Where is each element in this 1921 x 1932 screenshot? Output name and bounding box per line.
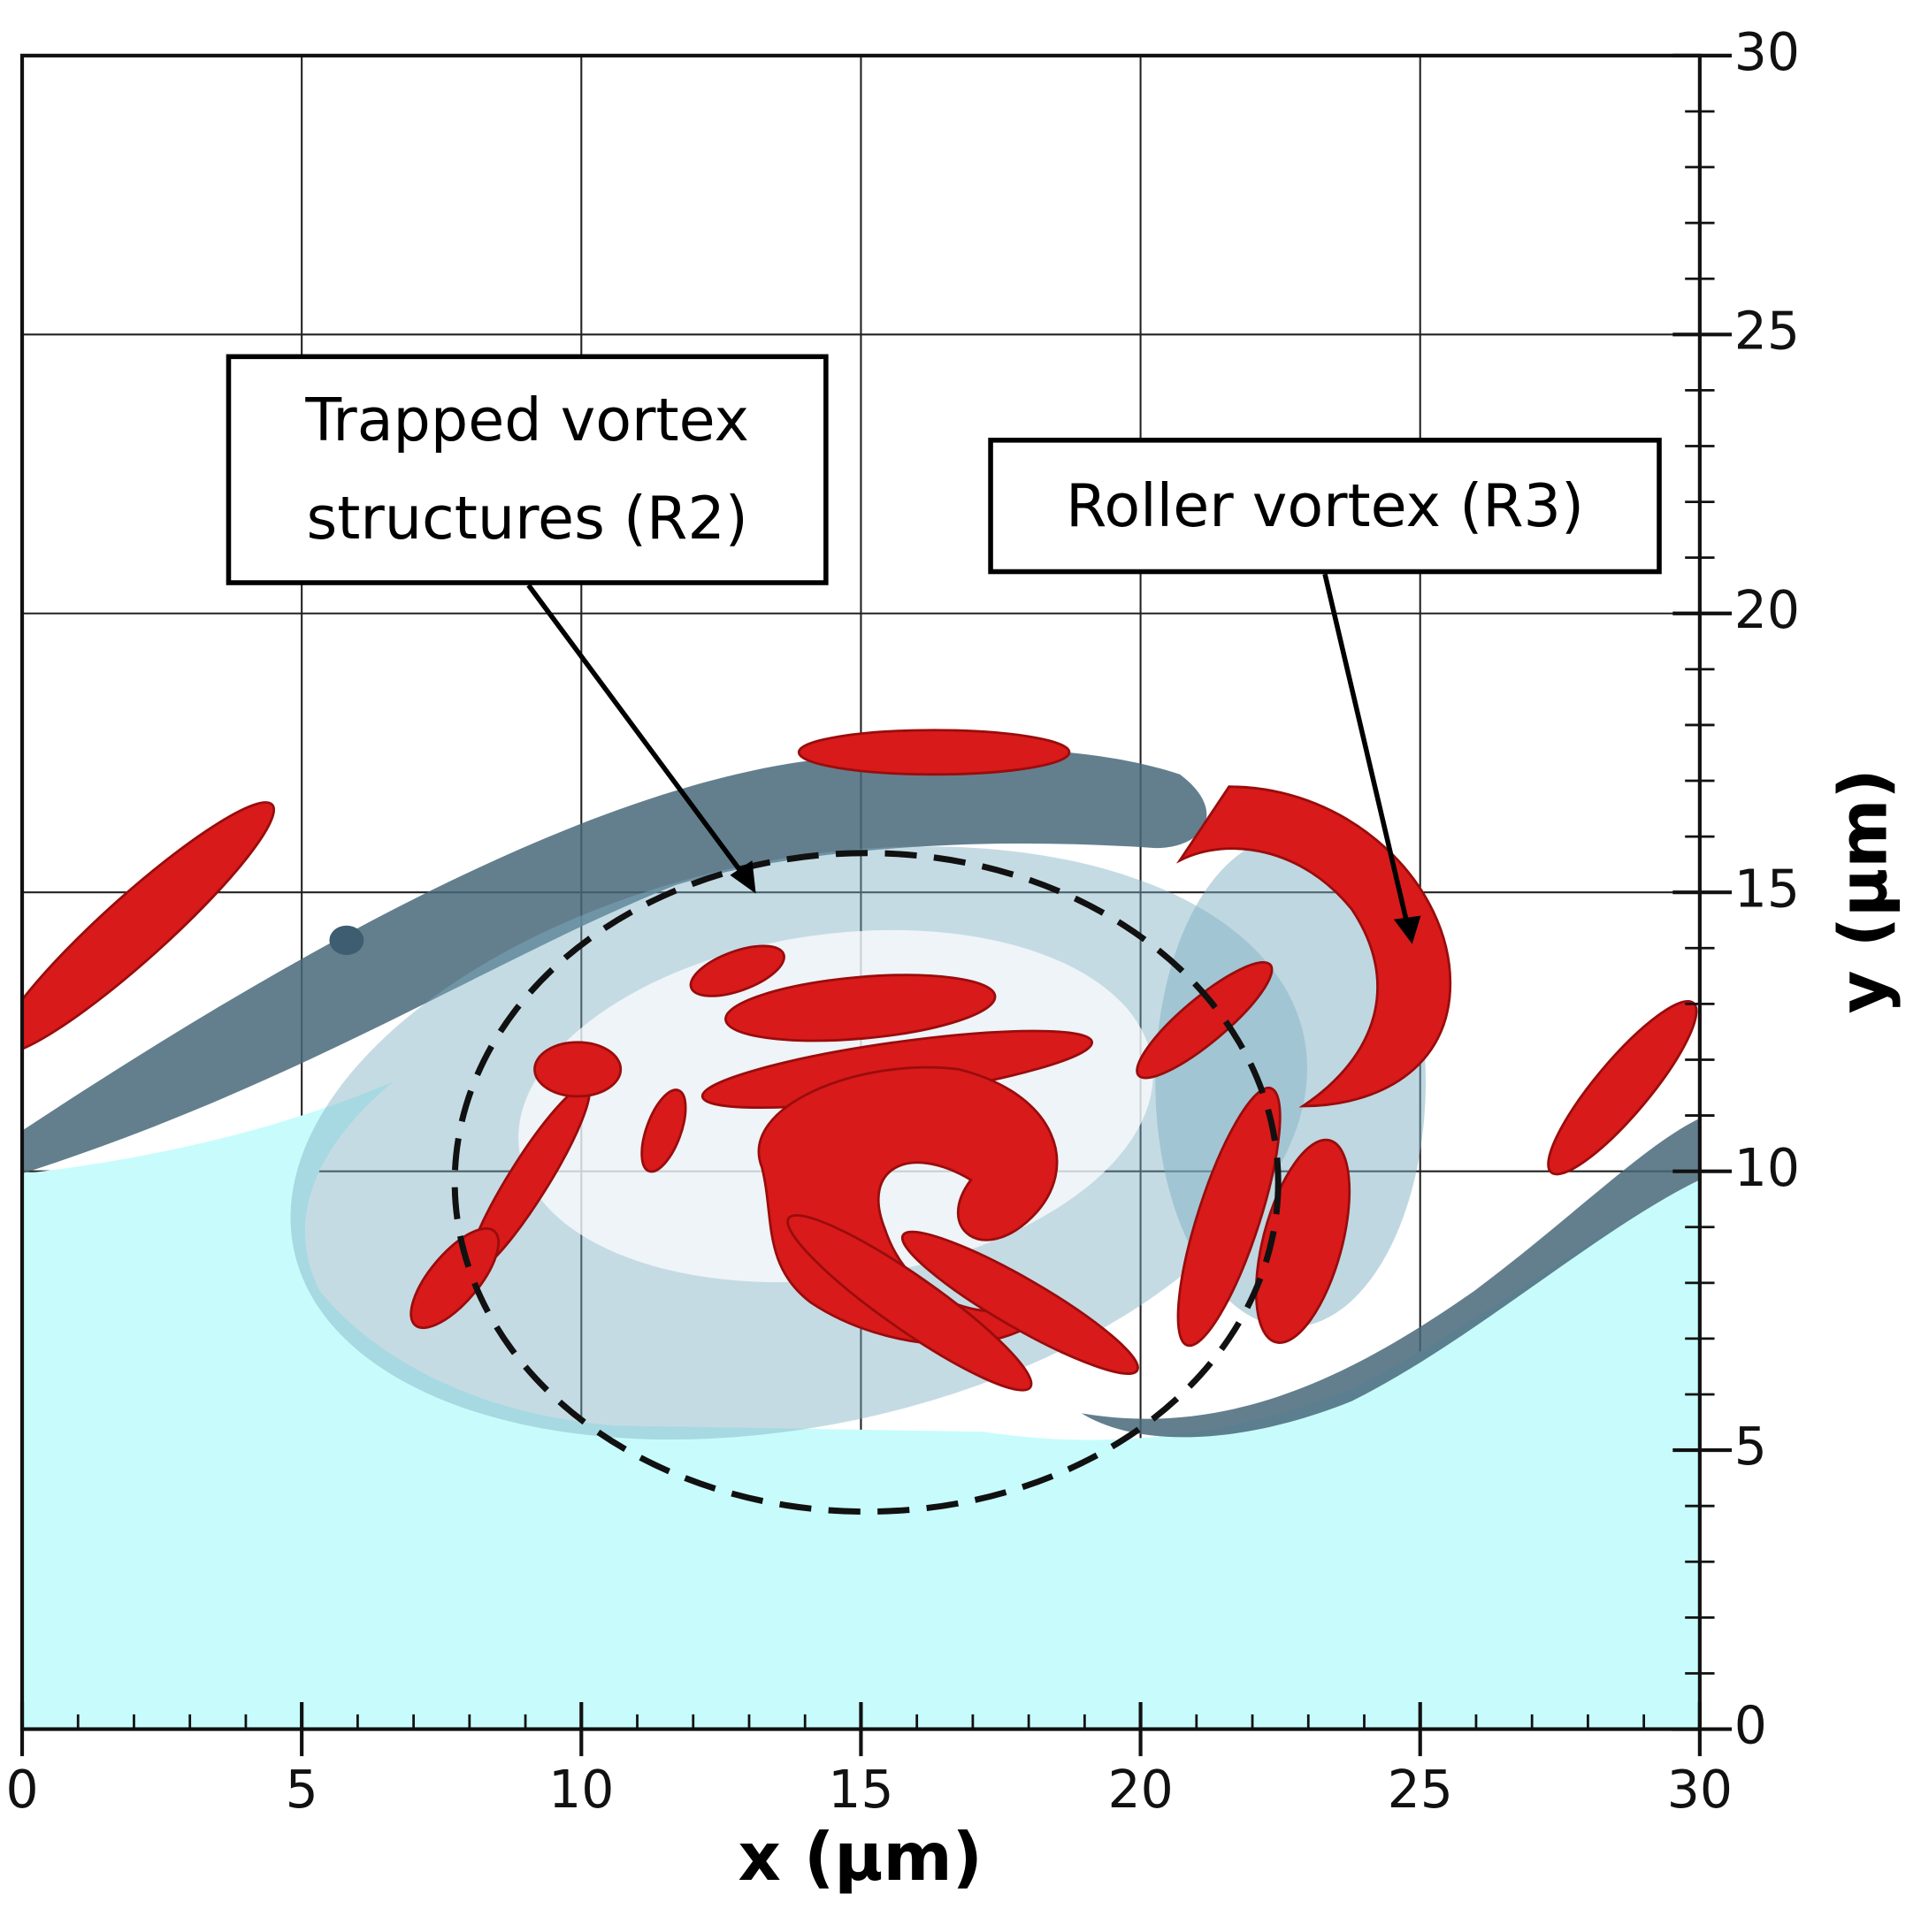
x-tick-label: 30 xyxy=(1667,1760,1733,1820)
y-tick-label: 0 xyxy=(1734,1696,1767,1756)
arrow-head xyxy=(730,860,756,894)
roller-vortex xyxy=(1175,785,1452,1108)
y-axis-label: y (μm) xyxy=(1825,768,1902,1013)
x-tick-label: 0 xyxy=(5,1760,38,1820)
y-tick-label: 15 xyxy=(1734,859,1800,919)
y-tick-label: 5 xyxy=(1734,1417,1767,1477)
blob xyxy=(409,1227,501,1330)
upper-band xyxy=(22,748,1207,1174)
annotation-line: structures (R2) xyxy=(306,484,747,553)
annotation-arrow xyxy=(526,584,750,882)
fluid-region xyxy=(22,1081,1700,1730)
x-tick-label: 20 xyxy=(1107,1760,1173,1820)
y-tick-label: 25 xyxy=(1734,301,1800,361)
blob xyxy=(786,1214,1033,1392)
blob xyxy=(900,1230,1139,1375)
y-tick-label: 10 xyxy=(1734,1138,1800,1198)
annotation-box xyxy=(226,354,829,585)
blob xyxy=(533,1041,623,1098)
lower-band xyxy=(1081,1118,1700,1438)
blob xyxy=(640,1088,687,1173)
dashed-ellipse xyxy=(451,850,1282,1516)
x-tick-label: 5 xyxy=(286,1760,318,1820)
spot xyxy=(329,925,364,956)
y-tick-label: 30 xyxy=(1734,22,1800,82)
streak-left xyxy=(22,801,276,1055)
red-structures xyxy=(22,729,1698,1392)
x-tick-label: 25 xyxy=(1388,1760,1453,1820)
arrow-head xyxy=(1393,915,1421,944)
annotation-line: Roller vortex (R3) xyxy=(1066,471,1584,540)
vortex-render xyxy=(22,729,1700,1730)
x-tick-label: 10 xyxy=(548,1760,614,1820)
annotation-line: Trapped vortex xyxy=(304,386,749,454)
blob xyxy=(689,944,785,997)
y-tick-label: 20 xyxy=(1734,580,1800,640)
blob xyxy=(724,974,997,1042)
x-axis-label: x (μm) xyxy=(738,1818,983,1896)
annotation-box xyxy=(988,438,1662,575)
blob xyxy=(1136,960,1274,1080)
blob xyxy=(1176,1086,1282,1348)
x-tick-label: 15 xyxy=(828,1760,893,1820)
top-patch xyxy=(797,729,1071,776)
annotation-arrow xyxy=(1322,573,1410,925)
